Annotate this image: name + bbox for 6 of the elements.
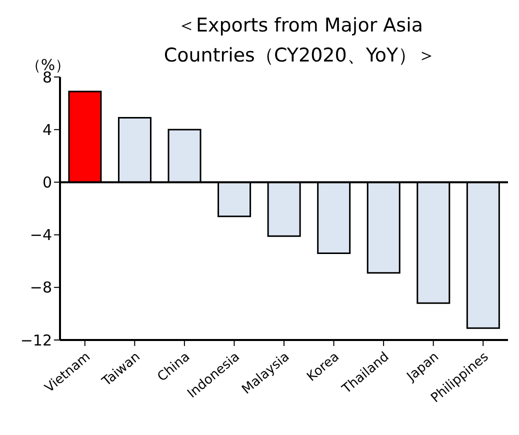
y-tick-label: 4 [42,120,52,139]
chart-title: ＜Exports from Major Asia Countries（CY2020、YoY）＞ [164,14,436,66]
y-tick-label: −8 [30,278,52,297]
y-tick-label: −4 [30,226,52,244]
y-tick-label: 0 [42,174,52,192]
y-tick-label: −12 [20,331,52,350]
